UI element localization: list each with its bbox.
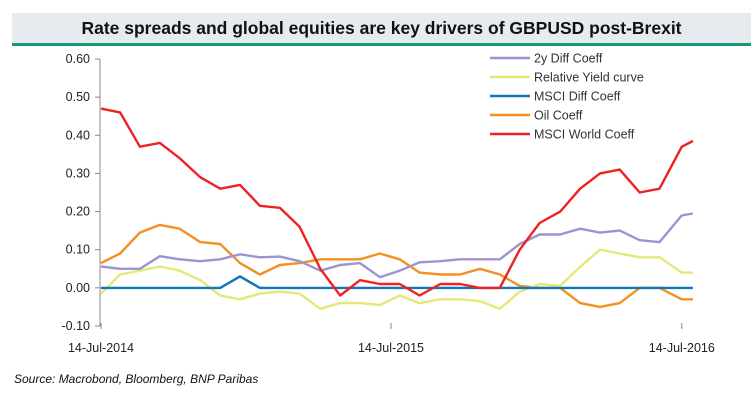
series-line-oil-coeff (100, 223, 693, 309)
series-line-relative-yield-curve (100, 248, 693, 310)
x-tick-label: 14-Jul-2015 (358, 341, 424, 355)
x-tick-label: 14-Jul-2016 (649, 341, 715, 355)
y-tick-label: 0.50 (66, 90, 90, 104)
legend-label: MSCI Diff Coeff (534, 90, 621, 104)
series-line-2y-diff-coeff (100, 212, 694, 279)
x-tick-label: 14-Jul-2014 (68, 341, 134, 355)
series-line-msci-world-coeff (100, 107, 694, 297)
y-tick-label: 0.60 (66, 52, 90, 66)
y-tick-label: 0.10 (66, 243, 90, 257)
y-tick-label: -0.10 (62, 319, 91, 333)
y-tick-label: 0.20 (66, 205, 90, 219)
chart-title: Rate spreads and global equities are key… (81, 18, 682, 38)
legend-label: 2y Diff Coeff (534, 52, 603, 66)
y-tick-label: 0.00 (66, 281, 90, 295)
source-note: Source: Macrobond, Bloomberg, BNP Pariba… (14, 372, 259, 386)
legend-label: Relative Yield curve (534, 71, 644, 85)
title-bar: Rate spreads and global equities are key… (12, 13, 751, 46)
legend-label: MSCI World Coeff (534, 128, 635, 142)
series-line-msci-diff-coeff (101, 275, 693, 290)
legend-label: Oil Coeff (534, 109, 583, 123)
y-tick-label: 0.40 (66, 128, 90, 142)
y-tick-label: 0.30 (66, 166, 90, 180)
